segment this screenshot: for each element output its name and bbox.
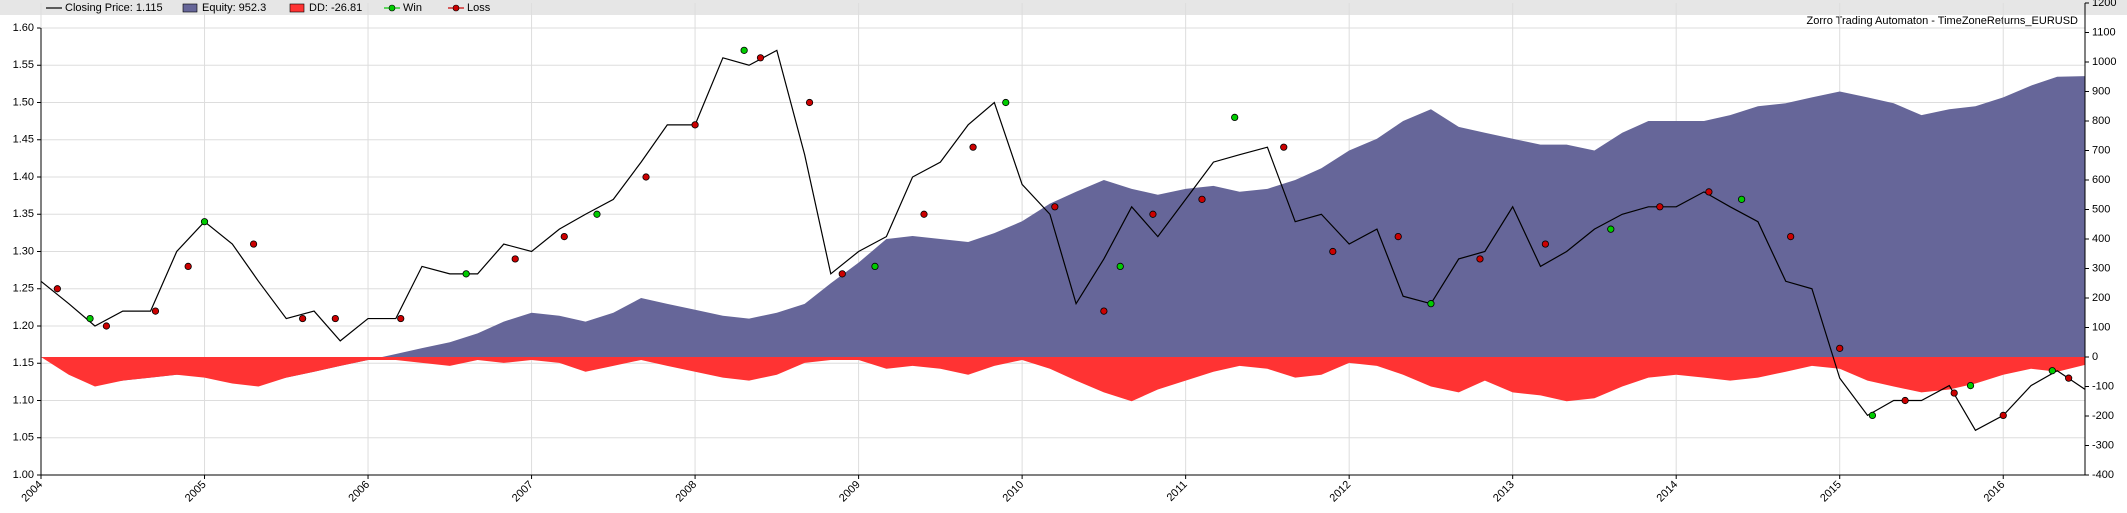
legend-swatch — [388, 4, 396, 12]
area — [41, 76, 2085, 384]
y2-tick-label: 500 — [2092, 203, 2110, 215]
y2-tick-label: 700 — [2092, 144, 2110, 156]
y-tick-label: 1.45 — [13, 134, 34, 146]
trade-marker — [1051, 203, 1059, 211]
y2-tick-label: 200 — [2092, 292, 2110, 304]
trade-marker — [1198, 195, 1206, 203]
y2-tick-label: 800 — [2092, 115, 2110, 127]
trade-marker — [184, 262, 192, 270]
legend-swatch — [452, 4, 460, 12]
y2-tick-label: -400 — [2092, 469, 2114, 481]
trade-marker — [593, 210, 601, 218]
trade-marker — [920, 210, 928, 218]
trade-marker — [691, 121, 699, 129]
trade-marker — [1705, 188, 1713, 196]
legend-label: Closing Price: 1.115 — [65, 2, 163, 14]
trade-marker — [151, 307, 160, 315]
trade-marker — [1966, 381, 1975, 390]
trade-marker — [740, 46, 748, 54]
legend-label: DD: -26.81 — [309, 2, 362, 14]
y-tick-label: 1.40 — [13, 171, 34, 183]
y-tick-label: 1.35 — [13, 208, 34, 220]
y-tick-label: 1.55 — [13, 59, 34, 71]
trade-marker — [331, 314, 339, 323]
trade-marker — [1149, 210, 1157, 218]
legend-label: Loss — [467, 2, 491, 14]
y2-tick-label: 0 — [2092, 351, 2098, 363]
trade-marker — [969, 143, 977, 151]
chart-title: Zorro Trading Automaton - TimeZoneReturn… — [1807, 15, 2079, 27]
trade-marker — [299, 314, 307, 323]
y2-tick-label: -300 — [2092, 439, 2114, 451]
trade-marker — [200, 218, 209, 226]
trade-marker — [511, 255, 519, 263]
trade-marker — [249, 240, 258, 248]
legend-swatch — [289, 3, 305, 13]
y2-tick-label: -100 — [2092, 380, 2114, 392]
trade-marker — [1901, 396, 1909, 405]
trade-marker — [871, 262, 879, 270]
trade-marker — [1394, 233, 1402, 241]
trade-marker — [1738, 195, 1746, 203]
y2-tick-label: 100 — [2092, 321, 2110, 333]
y2-tick-label: 600 — [2092, 174, 2110, 186]
y2-tick-label: 300 — [2092, 262, 2110, 274]
trade-marker — [2065, 374, 2073, 382]
y-tick-label: 1.30 — [13, 245, 34, 257]
trade-marker — [53, 285, 61, 293]
trade-marker — [838, 270, 846, 278]
y-tick-label: 1.15 — [13, 357, 34, 369]
y-tick-label: 1.60 — [13, 22, 34, 34]
trade-marker — [642, 173, 650, 181]
trade-marker — [1100, 307, 1108, 315]
y-tick-label: 1.20 — [13, 320, 34, 332]
y2-tick-label: 400 — [2092, 233, 2110, 245]
trade-marker — [1280, 143, 1288, 151]
trade-marker — [1116, 262, 1124, 270]
y-tick-label: 1.00 — [13, 469, 34, 481]
trade-marker — [1999, 411, 2007, 419]
trade-marker — [1231, 113, 1239, 122]
trade-marker — [1787, 233, 1795, 241]
trade-marker — [1329, 247, 1337, 256]
trade-marker — [560, 233, 568, 241]
trade-marker — [1950, 389, 1958, 397]
trade-marker — [1476, 255, 1484, 263]
trade-marker — [397, 314, 405, 323]
trade-marker — [1607, 225, 1615, 233]
y2-tick-label: -200 — [2092, 410, 2114, 422]
trade-marker — [102, 322, 111, 330]
trade-marker — [462, 270, 470, 278]
legend-label: Equity: 952.3 — [202, 2, 266, 14]
trade-marker — [1427, 300, 1435, 308]
y-tick-label: 1.25 — [13, 283, 34, 295]
price-line — [40, 49, 2086, 432]
trade-marker — [1541, 240, 1549, 248]
area — [41, 357, 2085, 402]
y-tick-label: 1.05 — [13, 432, 34, 444]
trade-marker — [1002, 98, 1010, 107]
y2-tick-label: 1100 — [2092, 26, 2116, 38]
y2-tick-label: 900 — [2092, 85, 2110, 97]
legend-swatch — [182, 3, 198, 13]
trade-marker — [805, 98, 814, 107]
trade-marker — [1868, 411, 1877, 419]
y2-tick-label: 1000 — [2092, 56, 2116, 68]
trade-marker — [1836, 344, 1844, 352]
trade-marker — [2048, 367, 2056, 375]
trade-marker — [1656, 203, 1664, 211]
legend-label: Win — [403, 2, 422, 14]
y-tick-label: 1.50 — [13, 96, 34, 108]
y2-tick-label: 1200 — [2092, 0, 2116, 9]
trade-marker — [756, 54, 765, 62]
trade-marker — [86, 314, 94, 323]
y-tick-label: 1.10 — [13, 394, 34, 406]
